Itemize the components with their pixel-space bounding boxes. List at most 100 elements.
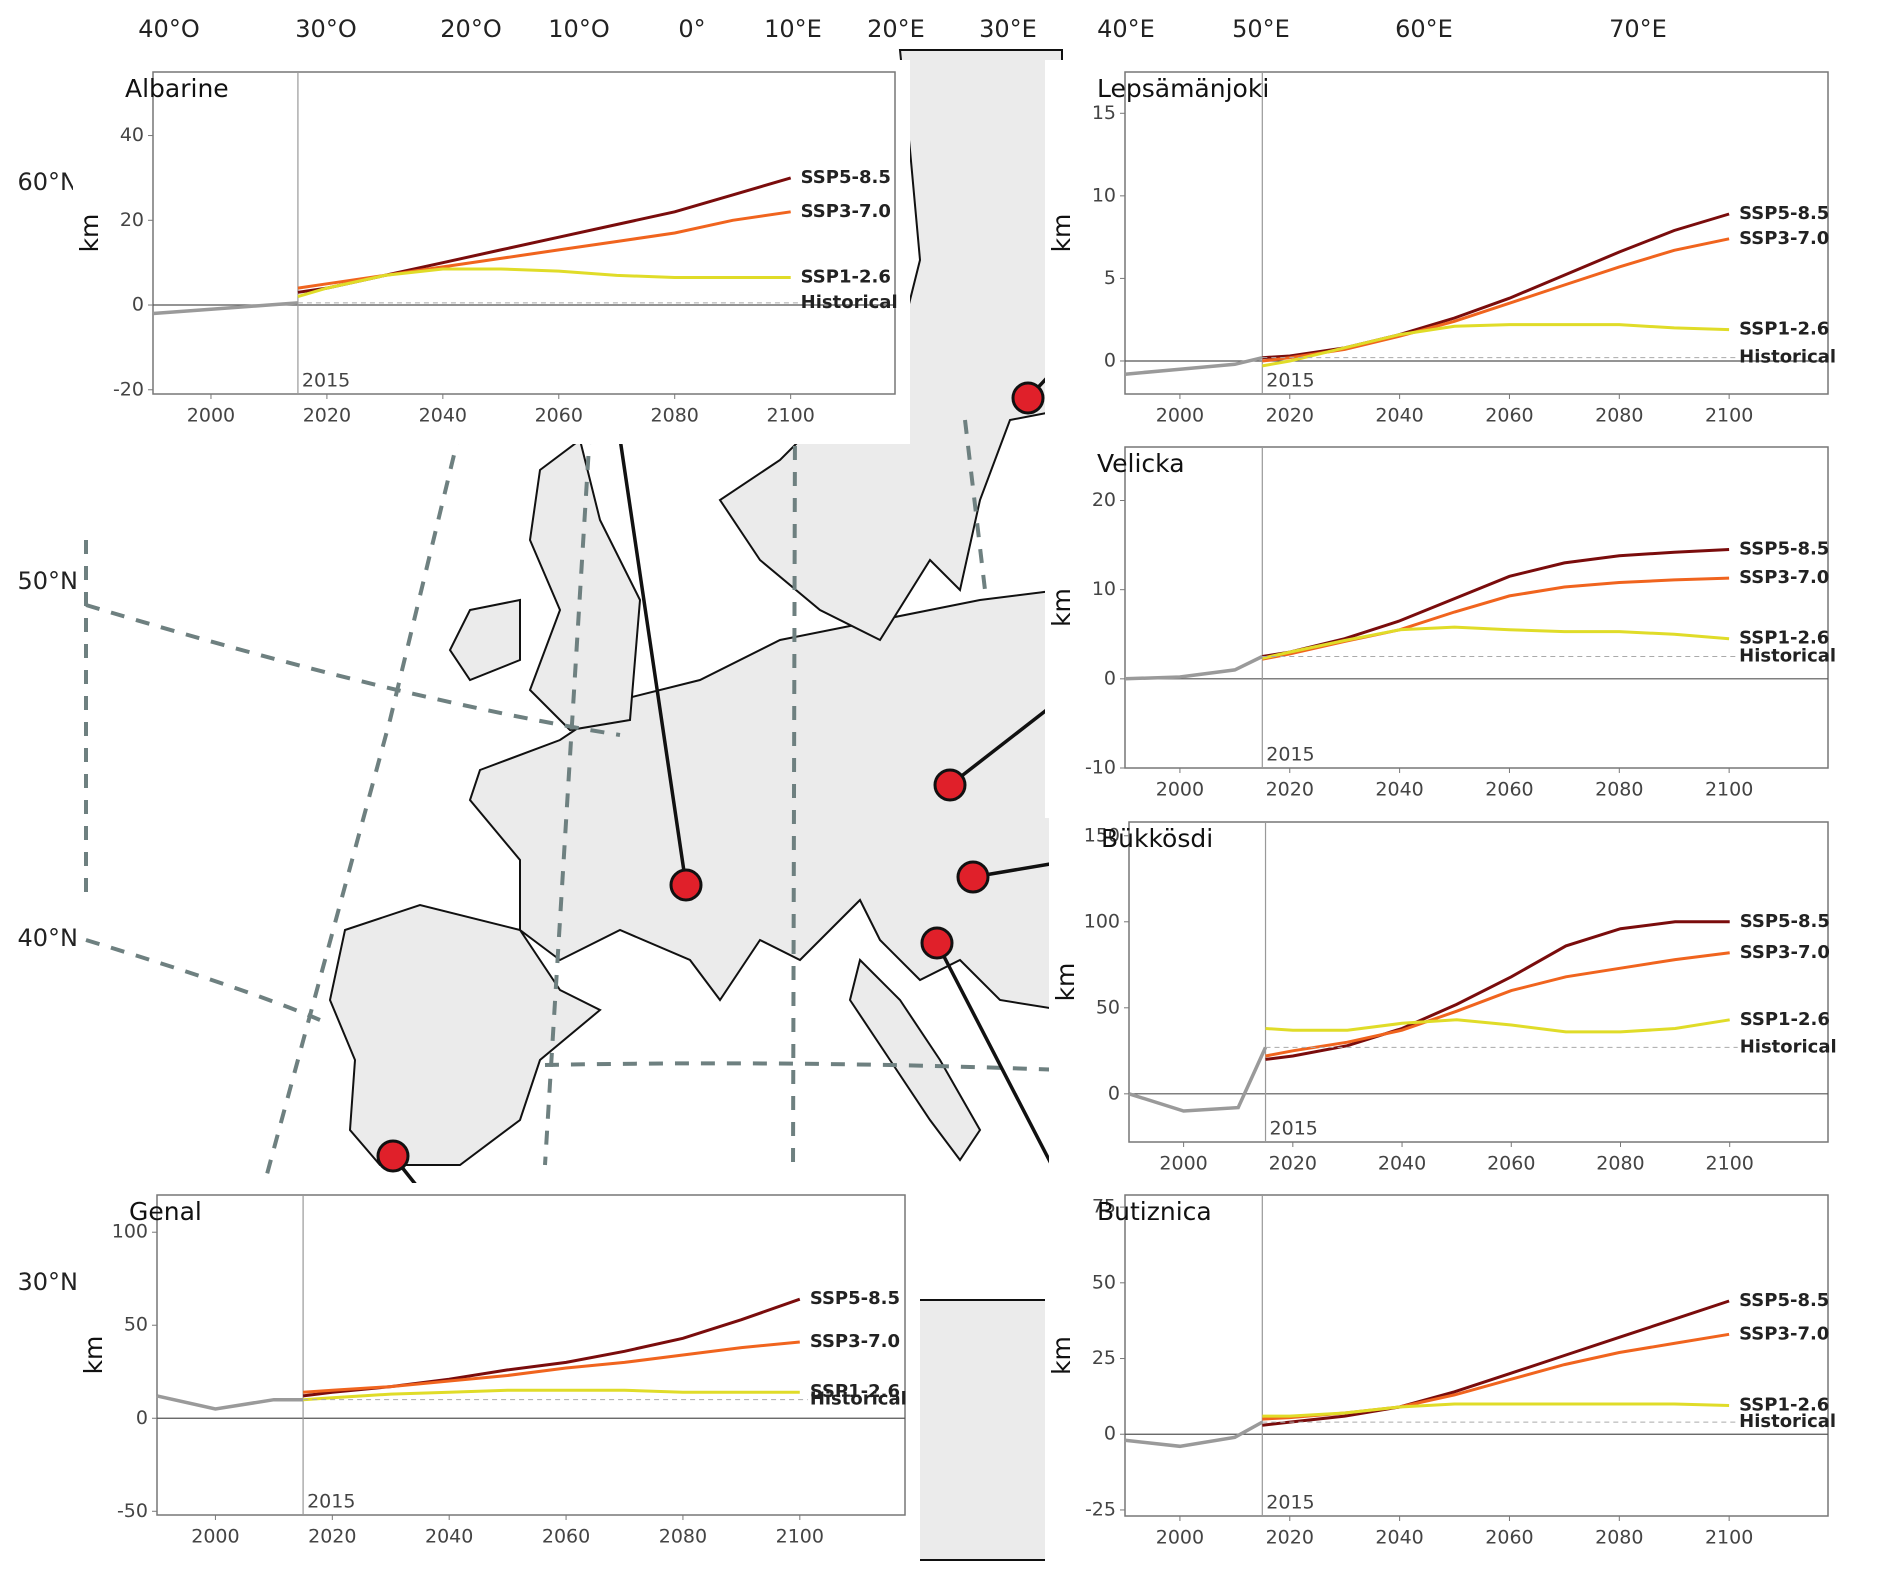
x-tick-label: 2000 [187, 405, 235, 427]
y-tick-label: 50 [124, 1314, 148, 1336]
plot-frame [1124, 71, 1829, 395]
chart-panel: -25 0 25 50 75 2000 2020 2040 2060 2080 2100 km 2015… [1045, 1183, 1843, 1566]
plot-frame [156, 1194, 906, 1516]
series-line [156, 1394, 304, 1411]
longitude-label: 30°O [295, 15, 356, 43]
annotation: 2015 [1266, 1492, 1314, 1514]
y-tick-label: -50 [117, 1500, 148, 1522]
series-line [303, 1340, 800, 1394]
graticule [84, 419, 1063, 1201]
x-tick-label: 2060 [1487, 1153, 1535, 1175]
annotation: 2015 [307, 1491, 355, 1513]
x-tick-label: 2000 [1156, 779, 1204, 801]
site-marker [956, 860, 990, 894]
longitude-label: 10°E [764, 15, 822, 43]
longitude-label: 40°E [1097, 15, 1155, 43]
y-tick-label: 5 [1104, 267, 1116, 289]
y-axis-label: km [1047, 588, 1076, 627]
y-tick-label: 40 [120, 124, 144, 146]
x-tick-label: 2100 [1706, 1153, 1754, 1175]
chart-title: Velicka [1097, 449, 1185, 478]
x-tick-label: 2040 [1378, 1153, 1426, 1175]
annotation: 2015 [1266, 370, 1314, 392]
chart-panel: 0 50 100 150 2000 2020 2040 2060 2080 2100 km 2015 B… [1049, 810, 1843, 1192]
x-tick-label: 2040 [419, 405, 467, 427]
longitude-label: 30°E [979, 15, 1037, 43]
y-tick-label: 0 [1104, 667, 1116, 689]
ireland [448, 598, 521, 682]
series-label: Historical [810, 1389, 907, 1410]
series-label: SSP5-8.5 [1739, 539, 1829, 560]
series-label: Historical [801, 292, 898, 313]
longitude-label: 60°E [1395, 15, 1453, 43]
annotation: 2015 [302, 370, 350, 392]
longitude-label: 50°E [1232, 15, 1290, 43]
y-tick-label: -25 [1085, 1498, 1116, 1520]
y-tick-label: 50 [1096, 996, 1120, 1018]
series-label: SSP5-8.5 [810, 1288, 900, 1309]
y-axis-label: km [1047, 1336, 1076, 1375]
site-markers [376, 360, 1077, 1211]
x-tick-label: 2060 [542, 1526, 590, 1548]
series-line [1265, 920, 1730, 1061]
graticule-line [791, 419, 797, 1171]
x-tick-label: 2100 [776, 1526, 824, 1548]
series-label: SSP3-7.0 [1739, 567, 1829, 588]
series-line [297, 267, 791, 299]
series-line [1262, 1299, 1730, 1427]
chart-title: Lepsämänjoki [1097, 74, 1269, 103]
x-tick-label: 2060 [1485, 779, 1533, 801]
series-line [1265, 1018, 1730, 1034]
series-label: SSP1-2.6 [801, 266, 891, 287]
x-tick-label: 2100 [1705, 405, 1753, 427]
y-tick-label: 0 [136, 1407, 148, 1429]
series-label: Historical [1739, 646, 1836, 667]
x-tick-label: 2020 [1266, 405, 1314, 427]
x-tick-label: 2080 [659, 1526, 707, 1548]
chart-title: Butiznica [1097, 1197, 1212, 1226]
series-label: SSP5-8.5 [1739, 1290, 1829, 1311]
x-tick-label: 2000 [191, 1526, 239, 1548]
latitude-label: 50°N [18, 567, 79, 595]
y-tick-label: 0 [1104, 349, 1116, 371]
x-tick-label: 2080 [1595, 1527, 1643, 1549]
series-label: Historical [1739, 1411, 1836, 1432]
x-tick-label: 2100 [1705, 1527, 1753, 1549]
y-tick-label: 100 [1084, 910, 1120, 932]
y-tick-label: 0 [1104, 1423, 1116, 1445]
plot-frame [152, 71, 896, 395]
annotation: 2015 [1266, 744, 1314, 766]
y-tick-label: 150 [1084, 824, 1120, 846]
graticule-line [258, 429, 462, 1201]
y-tick-label: -20 [113, 378, 144, 400]
annotation: 2015 [1270, 1118, 1318, 1140]
series-label: Historical [1739, 347, 1836, 368]
leader-line [616, 424, 688, 886]
series-label: SSP1-2.6 [1740, 1009, 1830, 1030]
y-tick-label: 50 [1092, 1271, 1116, 1293]
site-marker [933, 768, 967, 802]
y-tick-label: 0 [132, 294, 144, 316]
series-label: SSP1-2.6 [1739, 628, 1829, 649]
x-tick-label: 2040 [1375, 405, 1423, 427]
x-tick-label: 2080 [1595, 779, 1643, 801]
y-tick-label: -10 [1085, 757, 1116, 779]
series-line [297, 210, 791, 290]
leader-line [948, 696, 1064, 787]
longitude-label: 20°O [440, 15, 501, 43]
series-line [1265, 951, 1730, 1058]
graticule-line [963, 419, 987, 591]
y-axis-label: km [1047, 214, 1076, 253]
series-line [1262, 212, 1730, 360]
series-line [1128, 1046, 1268, 1113]
series-line [1124, 355, 1263, 376]
x-tick-label: 2080 [1596, 1153, 1644, 1175]
longitude-label: 70°E [1609, 15, 1667, 43]
chart-panel: -50 0 50 100 2000 2020 2040 2060 2080 2100 km 2015 G… [77, 1183, 920, 1565]
x-tick-label: 2080 [1595, 405, 1643, 427]
x-tick-label: 2100 [1705, 779, 1753, 801]
series-label: SSP3-7.0 [801, 201, 891, 222]
chart-panel: 0 5 10 15 2000 2020 2040 2060 2080 2100 km 2015 Leps… [1045, 60, 1843, 444]
